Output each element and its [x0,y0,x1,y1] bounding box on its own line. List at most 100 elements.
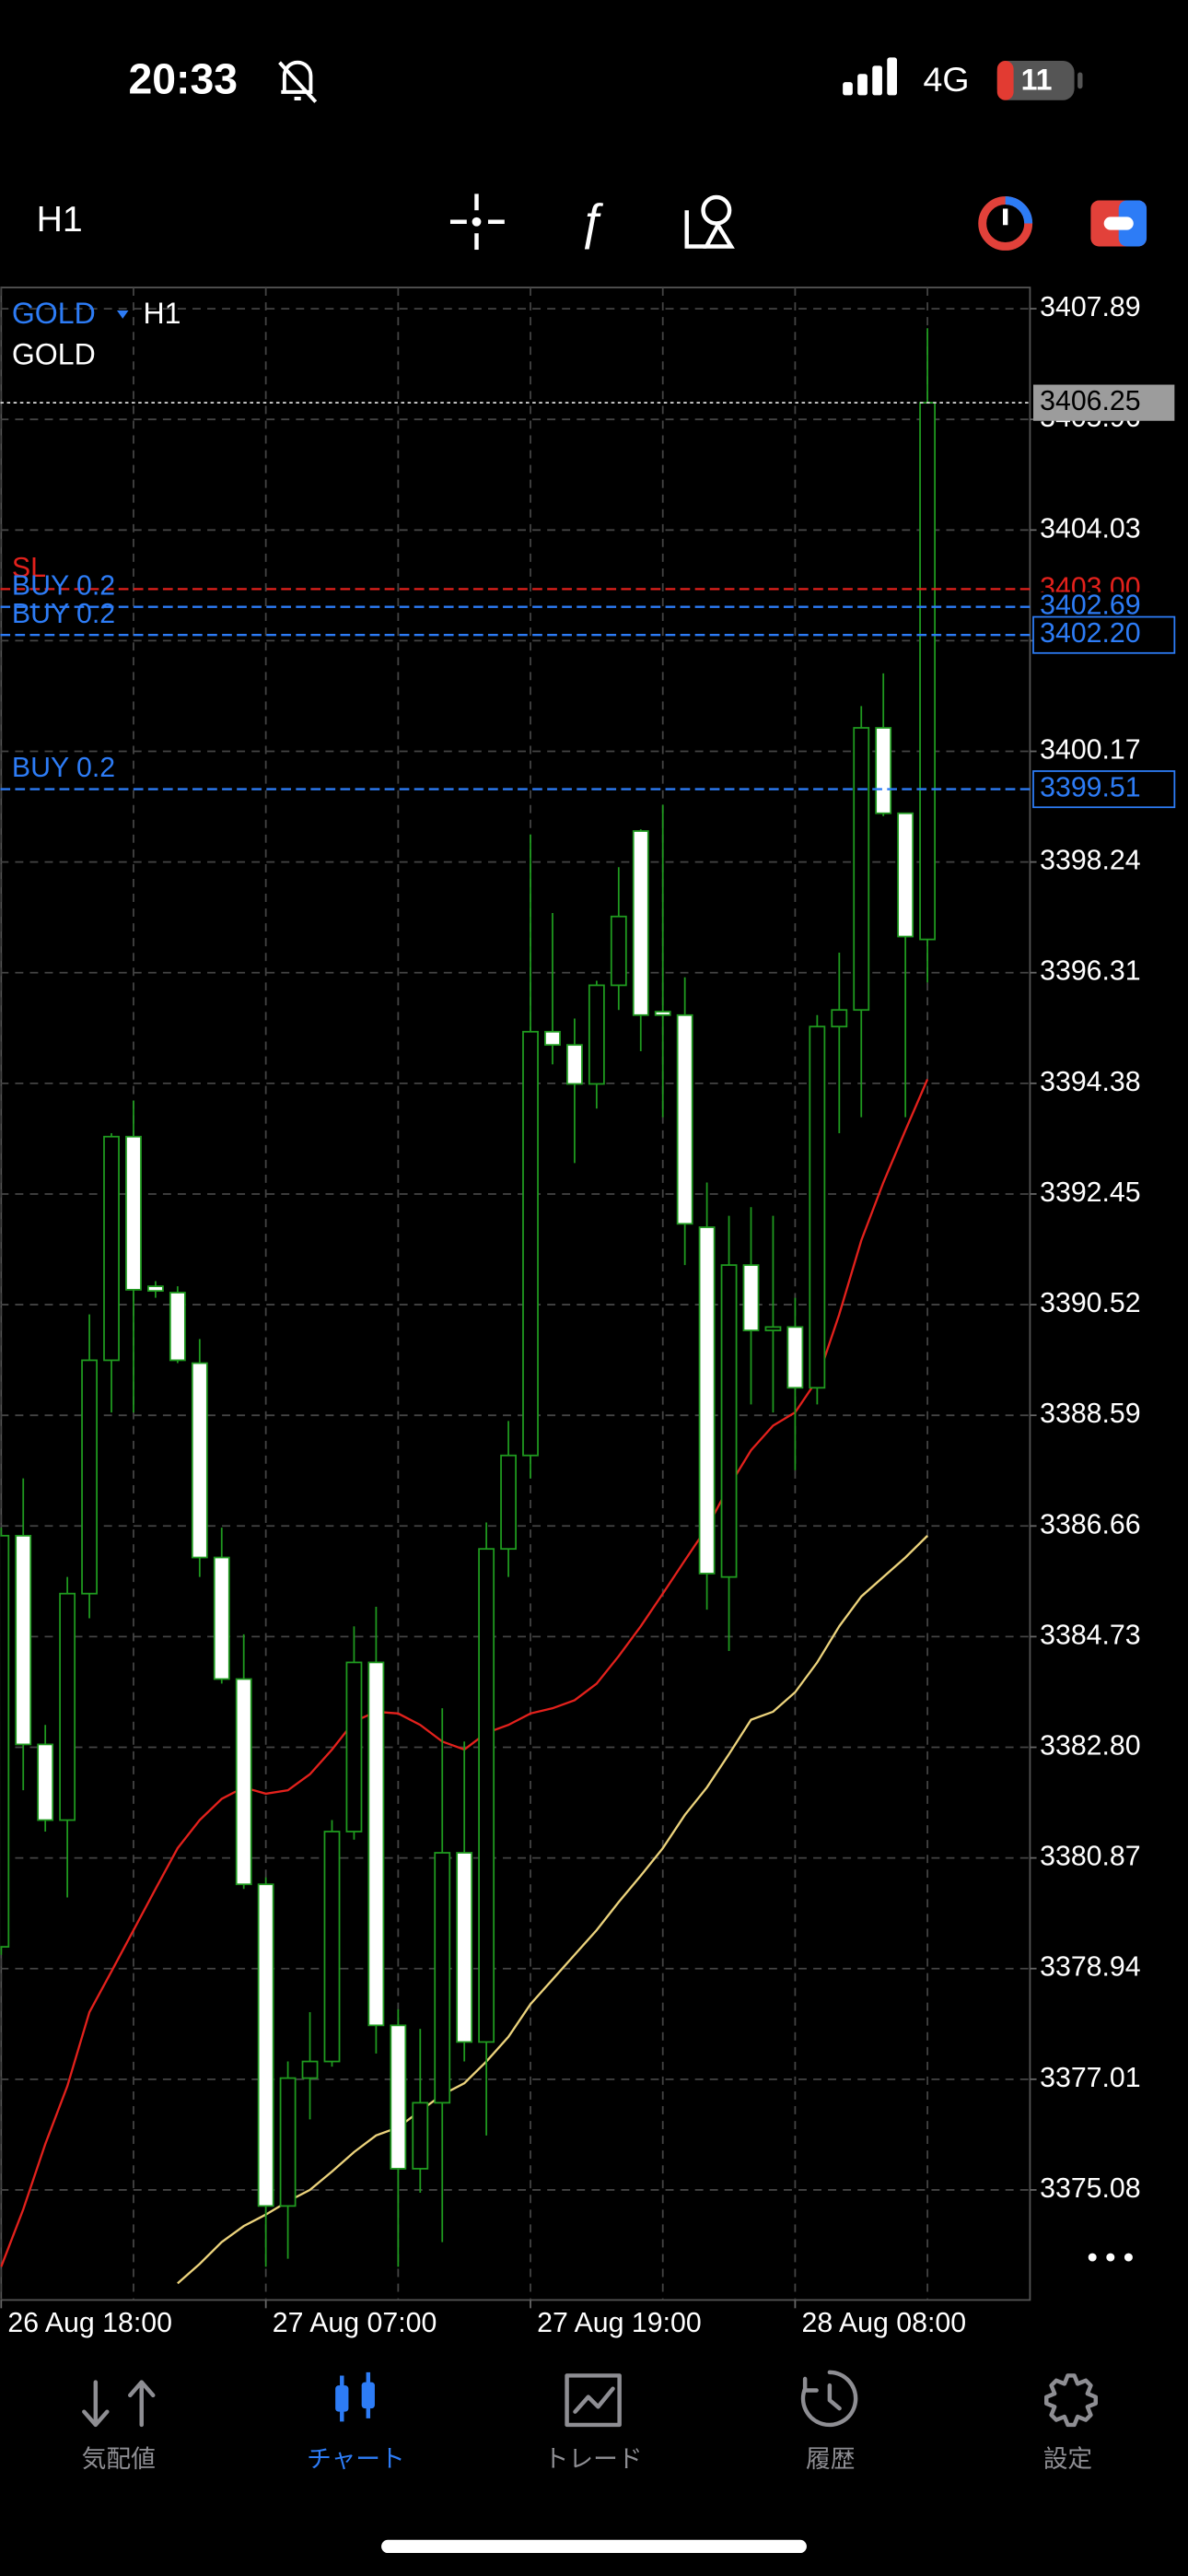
candle-body-down [566,1044,583,1085]
tab-icon [82,2380,156,2428]
candle-body-down [456,1852,473,2043]
y-tick-label: 3390.52 [1040,1288,1141,1318]
y-tick-label: 3386.66 [1040,1509,1141,1540]
tab[interactable]: チャート [307,2371,405,2473]
objects-button[interactable] [684,194,735,249]
candle-body-down [125,1135,142,1291]
current-price-box [1032,384,1175,421]
plot-area [0,328,1031,2285]
candle-body-up [500,1454,517,1551]
candle-body-up [588,984,605,1085]
order-price-label: 3402.69 [1040,591,1141,621]
candle-body-down [897,812,914,938]
order-label: BUY 0.2 [12,753,115,783]
candle-body-up [103,1135,120,1362]
tab-label: 設定 [1043,2445,1092,2473]
more-button[interactable] [1088,2253,1133,2262]
tab-label: トレード [544,2445,643,2473]
candle-body-down [146,1285,164,1293]
order-label: BUY 0.2 [12,570,115,601]
battery-level: 11 [1021,64,1053,97]
x-tick-label: 27 Aug 19:00 [537,2308,702,2338]
candle-body-down [257,1883,274,2207]
y-tick-label: 3407.89 [1040,292,1141,322]
one-click-button[interactable] [1090,200,1147,247]
candle-body-down [367,1661,385,2027]
candle-body-down [37,1743,54,1821]
order-label: SL [12,553,46,583]
tab[interactable]: 履歴 [800,2370,858,2473]
order-price-box [1032,770,1176,809]
x-tick-label: 27 Aug 07:00 [273,2308,437,2338]
symbol-button[interactable]: GOLD [12,297,96,330]
x-tick-label: 26 Aug 18:00 [7,2308,172,2338]
tab-icon [340,2371,371,2422]
tab-label: 履歴 [806,2445,855,2473]
tab-bar: 気配値 チャート トレード 履歴 設定 [82,2370,1098,2474]
network: 4G [924,60,970,99]
candle-body-up [59,1592,76,1821]
tab-label: チャート [307,2445,405,2473]
y-tick-label: 3400.17 [1040,735,1141,766]
candle-body-down [15,1534,32,1746]
crosshair-button[interactable] [449,193,505,251]
x-tick-label: 28 Aug 08:00 [802,2308,967,2338]
y-tick-label: 3382.80 [1040,1731,1141,1762]
candle-body-down [654,1011,671,1016]
candle-body-up [301,2060,319,2079]
candle-body-down [169,1292,186,1362]
y-tick-label: 3404.03 [1040,513,1141,544]
battery-icon [996,60,1083,100]
candle-body-up [412,2102,429,2170]
y-tick-label: 3375.08 [1040,2173,1141,2204]
candle-body-up [610,915,627,987]
grid [0,287,1031,2301]
candle-body-down [544,1030,561,1047]
y-tick-label: 3398.24 [1040,846,1141,876]
candle-body-up [434,1852,451,2104]
candle-body-up [323,1831,341,2063]
home-indicator [381,2539,807,2554]
y-tick-label: 3377.01 [1040,2063,1141,2093]
candle-body-up [809,1025,826,1389]
candle-body-up [279,2077,297,2207]
candle-body-down [213,1556,230,1680]
candle-body-down [632,830,649,1016]
candle-body-down [786,1326,804,1389]
tab[interactable]: 気配値 [82,2380,156,2474]
candle-body-up [81,1359,98,1595]
chart-timeframe: H1 [144,297,181,330]
candle-body-up [919,402,937,941]
tab-icon [565,2373,622,2428]
tab-label: 気配値 [82,2445,156,2473]
candle-body-down [875,727,892,814]
tab-icon [1044,2373,1098,2428]
price-axis: 3407.893405.963404.033402.103400.173398.… [1030,292,1176,2204]
candle-body-down [390,2024,407,2170]
tab[interactable]: トレード [544,2373,643,2473]
candle-body-up [720,1264,738,1578]
candle-body-down [235,1678,252,1886]
trade-signals-button[interactable] [978,196,1033,251]
indicators-button[interactable]: ƒ [577,194,605,250]
y-tick-label: 3378.94 [1040,1952,1141,1983]
tab-icon [800,2370,858,2428]
y-tick-label: 3392.45 [1040,1177,1141,1208]
candle-body-up [345,1661,363,1832]
candle-body-down [742,1264,760,1331]
timeframe-button[interactable]: H1 [37,199,83,240]
signal-icon [843,57,897,96]
y-tick-label: 3388.59 [1040,1399,1141,1429]
current-price-label: 3406.25 [1040,386,1141,416]
order-price-box [1032,615,1176,654]
moving-average-line [177,1535,928,2285]
order-label: BUY 0.2 [12,599,115,629]
order-price-label: 3402.20 [1040,618,1141,649]
tab[interactable]: 設定 [1043,2373,1098,2473]
candle-body-down [676,1013,693,1225]
y-tick-label: 3384.73 [1040,1620,1141,1650]
candle-body-up [522,1030,539,1457]
candle-body-up [0,1534,10,1948]
